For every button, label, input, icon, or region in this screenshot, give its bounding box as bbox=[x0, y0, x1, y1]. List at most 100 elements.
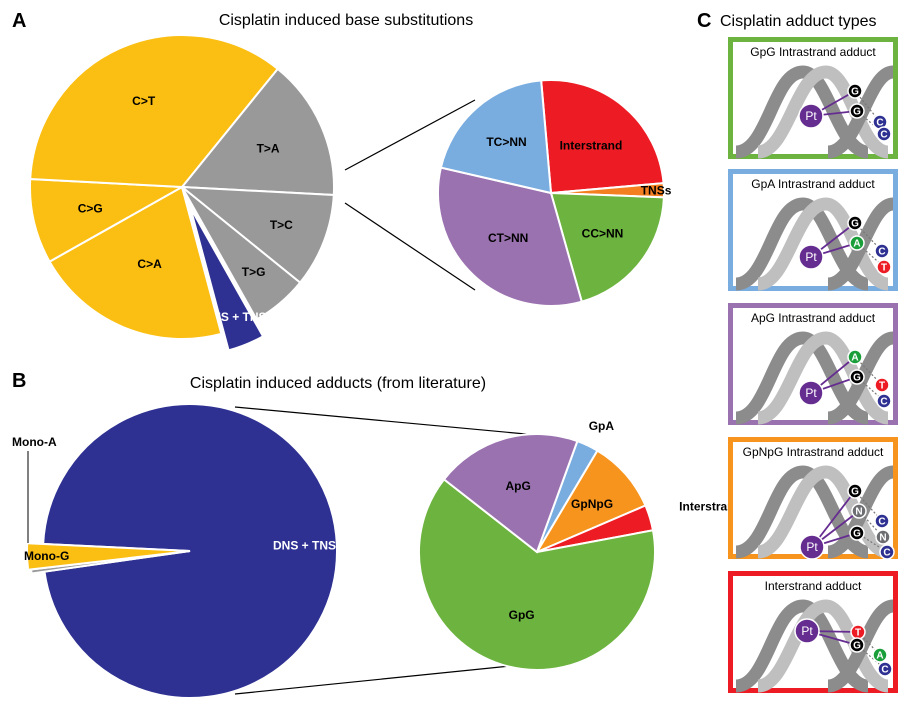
platinum-label: Pt bbox=[805, 386, 817, 400]
base-g-icon bbox=[849, 637, 865, 653]
base-a-icon bbox=[849, 235, 865, 251]
adduct-box-title: GpG Intrastrand adduct bbox=[750, 45, 876, 59]
panel-c-title: Cisplatin adduct types bbox=[720, 13, 877, 30]
pie-slice-apg bbox=[442, 433, 579, 554]
platinum-atom-icon bbox=[798, 380, 824, 406]
adduct-type-boxes: GpG Intrastrand adduct G C G C Pt GpA Intrastr… bbox=[728, 37, 898, 693]
zoom-line-lower bbox=[344, 202, 476, 291]
base-g-icon bbox=[847, 83, 863, 99]
dna-strand bbox=[756, 197, 890, 291]
slice-label-dns-tns: DNS + TNS bbox=[204, 310, 267, 324]
base-c-icon bbox=[879, 544, 895, 560]
platinum-label: Pt bbox=[805, 250, 817, 264]
slice-label-c-a: C>A bbox=[137, 257, 162, 271]
base-letter: A bbox=[851, 353, 858, 364]
pie-slice-t-c bbox=[178, 185, 335, 285]
platinum-label: Pt bbox=[806, 540, 818, 554]
base-a-icon bbox=[847, 349, 863, 365]
base-letter: C bbox=[878, 517, 885, 528]
base-letter: A bbox=[853, 239, 860, 250]
panel-b-letter: B bbox=[12, 370, 26, 392]
adduct-box-gpg-intrastrand-adduct: GpG Intrastrand adduct G C G C Pt bbox=[728, 37, 898, 159]
slice-label-cc-nn: CC>NN bbox=[582, 227, 624, 241]
platinum-label: Pt bbox=[805, 109, 817, 123]
platinum-atom-icon bbox=[794, 618, 820, 644]
platinum-atom-icon bbox=[798, 103, 824, 129]
zoom-line-upper bbox=[344, 99, 476, 171]
pie-slice-t-a bbox=[179, 67, 335, 197]
base-letter: N bbox=[855, 507, 862, 518]
adduct-box-interstrand-adduct: Interstrand adduct T A G C Pt bbox=[728, 571, 898, 693]
slice-label-t-a: T>A bbox=[257, 142, 280, 156]
slice-label-tnss: TNSs bbox=[641, 183, 672, 197]
base-t-icon bbox=[876, 259, 892, 275]
adduct-box-apg-intrastrand-adduct: ApG Intrastrand adduct A T G C Pt bbox=[728, 303, 898, 425]
slice-label-t-g: T>G bbox=[242, 265, 266, 279]
dna-strand bbox=[756, 599, 890, 693]
base-letter: C bbox=[883, 548, 890, 559]
base-letter: G bbox=[853, 641, 861, 652]
platinum-atom-icon bbox=[798, 244, 824, 270]
slice-label-c-g: C>G bbox=[78, 202, 103, 216]
slice-label-gpa: GpA bbox=[589, 419, 615, 433]
platinum-adduct: A T G C Pt bbox=[798, 349, 892, 409]
base-letter: G bbox=[851, 219, 859, 230]
base-g-icon bbox=[847, 483, 863, 499]
platinum-atom-icon bbox=[799, 534, 825, 560]
slice-label-ct-nn: CT>NN bbox=[488, 231, 528, 245]
platinum-adduct: T A G C Pt bbox=[794, 618, 893, 677]
base-letter: C bbox=[878, 247, 885, 258]
zoom-line-lower-b bbox=[234, 664, 521, 695]
zoom-line-upper-b bbox=[234, 406, 559, 438]
base-letter: C bbox=[880, 397, 887, 408]
panel-a-letter: A bbox=[12, 10, 26, 32]
base-letter: T bbox=[855, 628, 861, 639]
slice-label-apg: ApG bbox=[505, 479, 530, 493]
pie-slice-gpnpg bbox=[534, 449, 647, 555]
base-letter: A bbox=[876, 651, 883, 662]
slice-label-gpnpg: GpNpG bbox=[571, 497, 613, 511]
panel-b-title: Cisplatin induced adducts (from literatu… bbox=[190, 375, 486, 392]
base-letter: G bbox=[853, 529, 861, 540]
base-a-icon bbox=[872, 647, 888, 663]
pie-slice-c-t bbox=[29, 34, 280, 189]
base-c-icon bbox=[874, 513, 890, 529]
base-letter: C bbox=[881, 665, 888, 676]
base-c-icon bbox=[874, 243, 890, 259]
pie-slice-gpg bbox=[418, 477, 656, 671]
platinum-adduct: G C G C Pt bbox=[798, 83, 892, 142]
pie-slice-tc-nn bbox=[439, 79, 553, 195]
panel-a-title: Cisplatin induced base substitutions bbox=[219, 12, 473, 29]
base-n-icon bbox=[875, 529, 891, 545]
base-letter: G bbox=[851, 87, 859, 98]
base-g-icon bbox=[849, 103, 865, 119]
base-letter: C bbox=[880, 130, 887, 141]
base-c-icon bbox=[876, 393, 892, 409]
slice-label-t-c: T>C bbox=[270, 218, 293, 232]
slice-label-mono-g: Mono-G bbox=[24, 549, 69, 563]
base-g-icon bbox=[849, 369, 865, 385]
slice-label-gpg: GpG bbox=[509, 608, 535, 622]
base-letter: T bbox=[881, 263, 887, 274]
platinum-label: Pt bbox=[801, 624, 813, 638]
pie-slice-c-a bbox=[48, 185, 223, 340]
pie-slice-t-g bbox=[181, 186, 302, 321]
slice-label-interstrand: Interstrand bbox=[679, 499, 742, 513]
dna-strand bbox=[756, 65, 890, 159]
pie-slice-dns-tns bbox=[189, 206, 265, 352]
adduct-box-title: GpNpG Intrastrand adduct bbox=[743, 445, 884, 459]
panel-c-letter: C bbox=[697, 10, 711, 32]
pie-slice-mono-g bbox=[26, 542, 191, 571]
pie-slice-c-g bbox=[29, 177, 186, 263]
pie-dns-tns-adducts: GpA GpNpG Interstrand GpG ApG bbox=[418, 419, 742, 671]
base-letter: T bbox=[879, 381, 885, 392]
slice-label-mono-a: Mono-A bbox=[12, 435, 57, 449]
base-letter: N bbox=[879, 533, 886, 544]
adduct-box-title: GpA Intrastrand adduct bbox=[751, 177, 875, 191]
dna-strand bbox=[756, 331, 890, 425]
slice-label-c-t: C>T bbox=[132, 94, 156, 108]
pie-dns-tns-breakdown: Interstrand TNSs CC>NN CT>NN TC>NN bbox=[437, 79, 672, 307]
